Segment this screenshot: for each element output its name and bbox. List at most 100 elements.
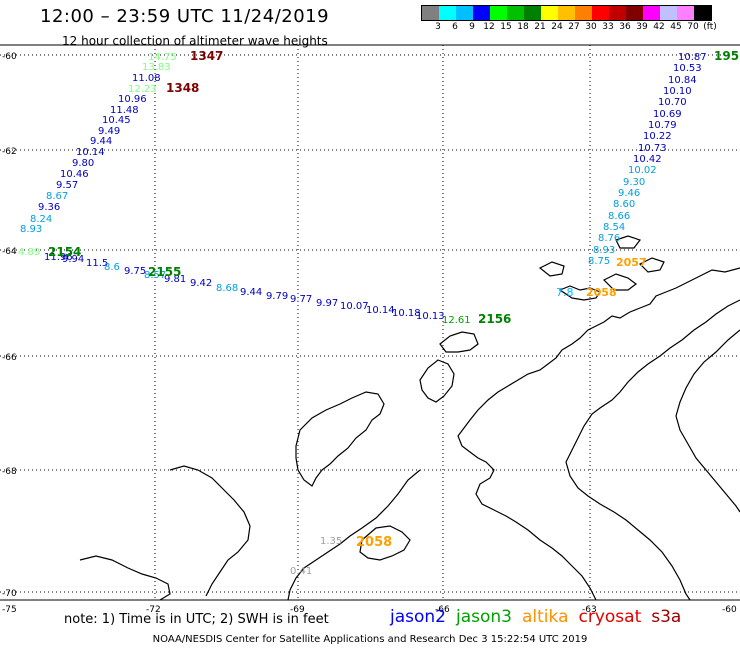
legend-swatch	[422, 6, 439, 20]
svg-text:8.68: 8.68	[216, 283, 238, 294]
svg-text:11.5: 11.5	[86, 258, 108, 269]
color-legend: 3 6 9 12 15 18 21 24 27 30 33 36 39 42 45 70 (ft)	[421, 5, 717, 35]
legend-swatch	[575, 6, 592, 20]
svg-text:11.96: 11.96	[44, 252, 73, 263]
legend-swatch	[507, 6, 524, 20]
track-2057: 2057 7.8 2058	[556, 256, 647, 299]
plot-frame	[0, 44, 740, 601]
legend-tick-label: 45	[670, 22, 682, 32]
swh-value: 8.93	[20, 224, 42, 235]
swh-value: 9.57	[56, 180, 78, 191]
satellite-name: jason2	[390, 607, 446, 627]
lat-label: -66	[2, 353, 17, 363]
svg-text:7.8: 7.8	[556, 286, 574, 299]
swh-value: 10.87	[678, 52, 707, 63]
legend-tick-label: 21	[534, 22, 546, 32]
pass-label-2156: 2156	[478, 312, 511, 326]
legend-swatch	[456, 6, 473, 20]
page-subtitle: 12 hour collection of altimeter wave hei…	[62, 34, 328, 48]
swh-value: 9.30	[623, 177, 645, 188]
svg-text:12.61: 12.61	[442, 315, 471, 326]
swh-value: 10.10	[663, 86, 692, 97]
swh-value: 9.49	[98, 126, 120, 137]
swh-value: 13.83	[142, 62, 171, 73]
legend-tick-label: 15	[500, 22, 512, 32]
legend-swatch	[626, 6, 643, 20]
legend-tick-label: (ft)	[703, 22, 717, 32]
swh-value: 10.96	[118, 94, 147, 105]
svg-text:9.97: 9.97	[316, 298, 338, 309]
credit-line: NOAA/NESDIS Center for Satellite Applica…	[152, 634, 588, 645]
swh-value: 8.67	[46, 191, 68, 202]
legend-ticks: 3 6 9 12 15 18 21 24 27 30 33 36 39 42 45 70 (ft)	[421, 21, 717, 35]
legend-swatch	[609, 6, 626, 20]
swh-value: 9.44	[90, 136, 112, 147]
swh-value: 11.08	[132, 73, 161, 84]
legend-swatch	[677, 6, 694, 20]
coastline	[79, 235, 740, 601]
track-1347: 14.7513.8311.0812.2310.9611.4810.459.499…	[20, 52, 177, 235]
legend-swatch	[558, 6, 575, 20]
legend-tick-label: 70	[687, 22, 699, 32]
swh-value: 8.24	[30, 214, 52, 225]
svg-text:8.6: 8.6	[104, 262, 120, 273]
satellite-name: altika	[522, 607, 569, 627]
swh-value: 10.79	[648, 120, 677, 131]
swh-value: 10.70	[658, 97, 687, 108]
swh-value: 8.93	[593, 245, 615, 256]
legend-tick-label: 27	[568, 22, 580, 32]
legend-swatch	[490, 6, 507, 20]
swh-value: 10.69	[653, 109, 682, 120]
swh-value: 10.14	[76, 147, 105, 158]
lat-label: -60	[2, 52, 17, 62]
page-title: 12:00 – 23:59 UTC 11/24/2019	[40, 6, 330, 27]
track-1951: 10.8710.5310.8410.1010.7010.6910.7910.22…	[588, 52, 707, 267]
legend-tick-label: 42	[653, 22, 665, 32]
satellite-name: s3a	[651, 607, 682, 627]
legend-tick-label: 24	[551, 22, 563, 32]
swh-value: 8.54	[603, 222, 625, 233]
svg-text:4.89: 4.89	[18, 247, 40, 258]
legend-swatches	[421, 5, 712, 21]
svg-text:9.44: 9.44	[240, 287, 262, 298]
lat-axis: -60 -62 -64 -66 -68 -70	[2, 52, 17, 599]
svg-text:8.57: 8.57	[144, 270, 166, 281]
swh-value: 8.75	[588, 256, 610, 267]
legend-tick-label: 33	[602, 22, 614, 32]
lon-label: -63	[582, 605, 597, 615]
swh-value: 10.73	[638, 143, 667, 154]
svg-text:2057: 2057	[616, 256, 647, 269]
lon-label: -72	[146, 605, 161, 615]
swh-value: 10.02	[628, 165, 657, 176]
legend-tick-label: 39	[636, 22, 648, 32]
swh-value: 14.75	[148, 52, 177, 63]
svg-text:9.81: 9.81	[164, 274, 186, 285]
pass-label-2154: 2154	[48, 245, 81, 259]
legend-tick-label: 6	[452, 22, 458, 32]
swh-value: 10.53	[673, 63, 702, 74]
satellite-name: jason3	[456, 607, 512, 627]
svg-text:10.13: 10.13	[416, 311, 445, 322]
satellite-name: cryosat	[578, 607, 642, 627]
legend-tick-label: 12	[483, 22, 495, 32]
track-2058: 1.35 2058 0.41	[290, 535, 392, 577]
svg-text:10.07: 10.07	[340, 301, 369, 312]
footer-note: note: 1) Time is in UTC; 2) SWH is in fe…	[64, 612, 329, 627]
swh-value: 8.66	[608, 211, 630, 222]
svg-text:2058: 2058	[586, 286, 617, 299]
svg-text:2058: 2058	[356, 535, 392, 550]
lat-label: -70	[2, 589, 17, 599]
swh-value: 10.22	[643, 131, 672, 142]
swh-value: 10.45	[102, 115, 131, 126]
pass-label-1347: 1347	[190, 49, 223, 63]
svg-text:1.35: 1.35	[320, 536, 342, 547]
swh-value: 8.76	[598, 233, 620, 244]
svg-text:10.14: 10.14	[366, 305, 395, 316]
swh-value: 10.84	[668, 75, 697, 86]
legend-tick-label: 18	[517, 22, 529, 32]
swh-value: 9.80	[72, 158, 94, 169]
svg-text:9.77: 9.77	[290, 294, 312, 305]
swh-value: 9.36	[38, 202, 60, 213]
svg-text:9.79: 9.79	[266, 291, 288, 302]
